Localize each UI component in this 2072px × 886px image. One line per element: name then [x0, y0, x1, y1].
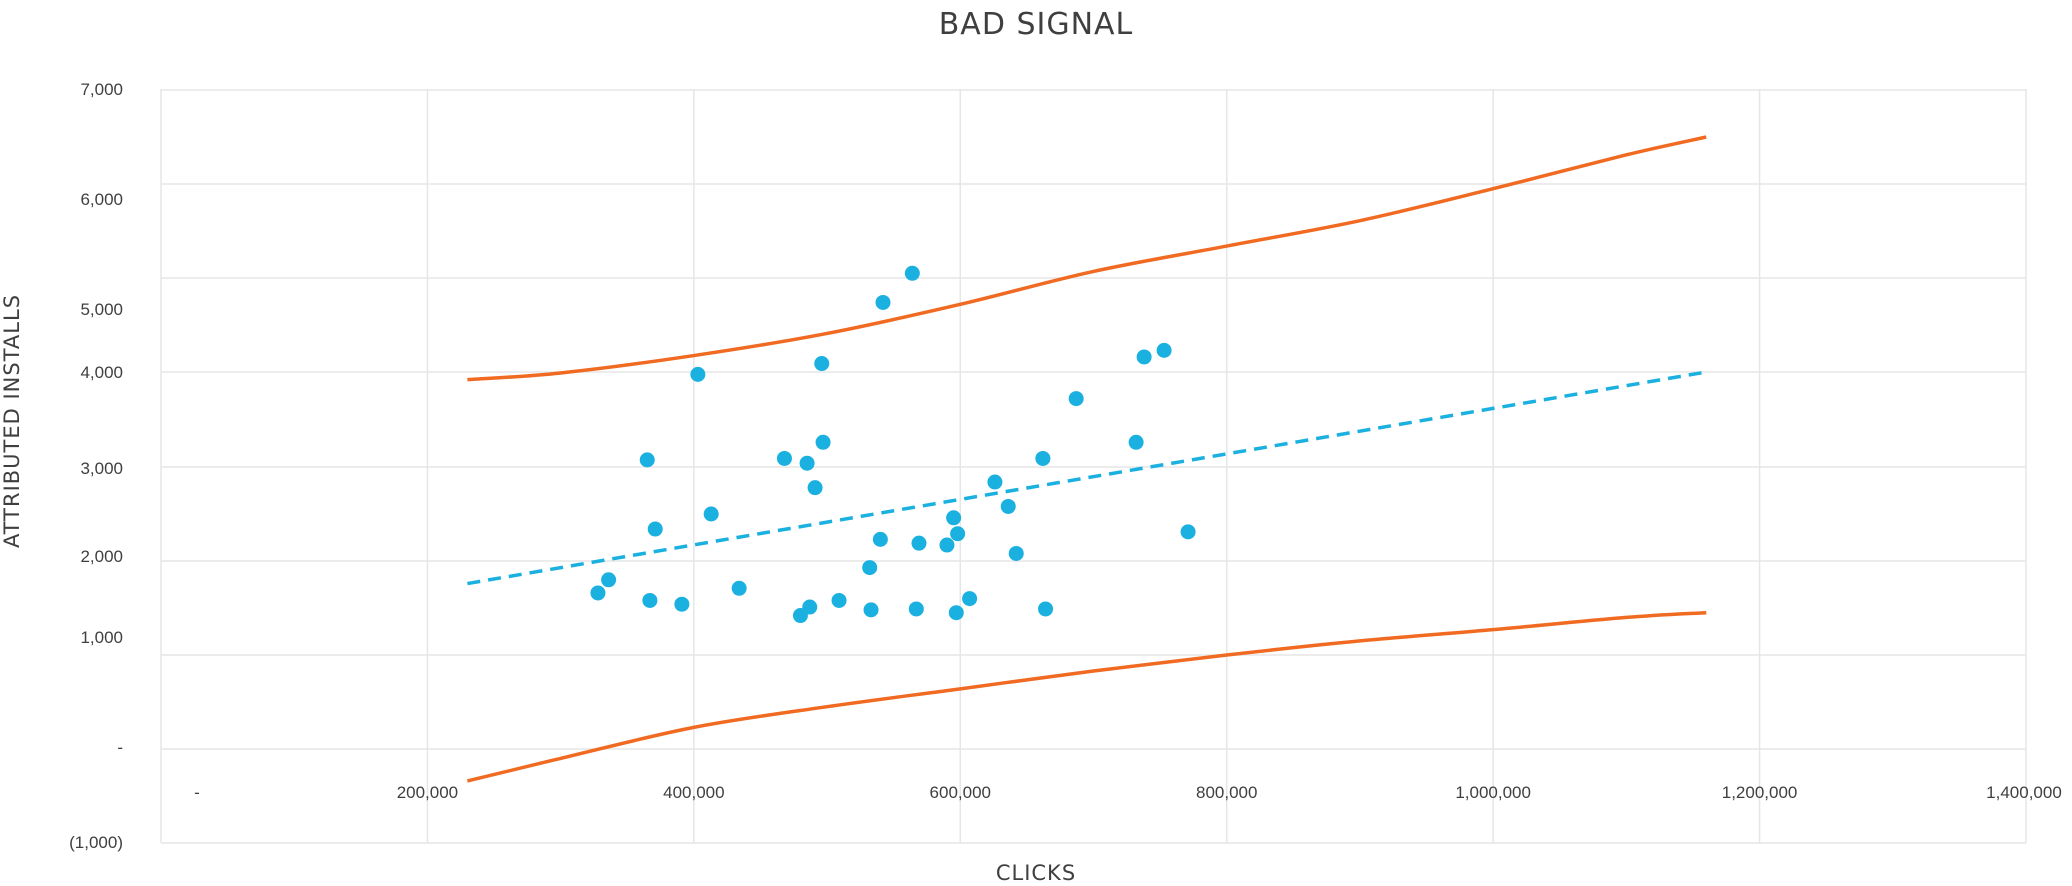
- y-tick-label: 7,000: [80, 80, 123, 99]
- confidence-bounds: [466, 135, 1707, 783]
- data-point: [1156, 342, 1172, 358]
- data-point: [948, 605, 964, 621]
- y-tick-label: 2,000: [80, 547, 123, 566]
- data-point: [863, 602, 879, 618]
- data-point: [731, 580, 747, 596]
- data-point: [703, 506, 719, 522]
- data-point: [904, 265, 920, 281]
- data-point: [601, 572, 617, 588]
- data-point: [590, 585, 606, 601]
- data-point: [1008, 545, 1024, 561]
- x-tick-label: 200,000: [397, 783, 458, 802]
- data-point: [831, 592, 847, 608]
- data-point: [1136, 349, 1152, 365]
- y-axis-ticks: (1,000) - 1,000 2,000 3,000 4,000 5,000 6,000 7,…: [69, 80, 123, 852]
- trend-line-layer: [467, 370, 1707, 586]
- data-point: [875, 294, 891, 310]
- data-point: [1035, 450, 1051, 466]
- y-tick-label: (1,000): [69, 833, 123, 852]
- x-tick-label: 1,200,000: [1722, 783, 1798, 802]
- data-point: [911, 535, 927, 551]
- x-axis-title: CLICKS: [996, 861, 1076, 885]
- y-tick-label: -: [117, 738, 123, 757]
- data-point: [939, 537, 955, 553]
- x-tick-label: 1,000,000: [1455, 783, 1531, 802]
- data-point: [962, 591, 978, 607]
- x-tick-label: 1,400,000: [1986, 783, 2062, 802]
- data-point: [807, 480, 823, 496]
- y-axis-title: ATTRIBUTED INSTALLS: [0, 294, 24, 548]
- data-point: [1038, 601, 1054, 617]
- data-point: [802, 599, 818, 615]
- upper-bound-line: [467, 135, 1707, 382]
- data-point: [815, 434, 831, 450]
- trend-line: [467, 370, 1707, 586]
- data-point: [799, 455, 815, 471]
- data-point: [1000, 498, 1016, 514]
- x-tick-label: -: [194, 783, 200, 802]
- data-points: [590, 265, 1196, 624]
- data-point: [1128, 434, 1144, 450]
- grid-lines: [160, 89, 2027, 844]
- data-point: [690, 366, 706, 382]
- y-tick-label: 4,000: [80, 363, 123, 382]
- y-tick-label: 6,000: [80, 190, 123, 209]
- data-point: [1180, 524, 1196, 540]
- x-tick-label: 400,000: [663, 783, 724, 802]
- lower-bound-line: [466, 610, 1707, 783]
- chart-title: BAD SIGNAL: [939, 7, 1134, 42]
- data-point: [814, 356, 830, 372]
- data-point: [872, 531, 888, 547]
- x-tick-label: 800,000: [1196, 783, 1257, 802]
- y-tick-label: 1,000: [80, 628, 123, 647]
- data-point: [642, 592, 658, 608]
- x-tick-label: 600,000: [930, 783, 991, 802]
- data-point: [647, 521, 663, 537]
- data-point: [639, 452, 655, 468]
- y-tick-label: 3,000: [80, 459, 123, 478]
- data-point: [908, 601, 924, 617]
- data-point: [1068, 391, 1084, 407]
- data-point: [776, 450, 792, 466]
- data-point: [862, 560, 878, 576]
- data-point: [950, 526, 966, 542]
- x-axis-ticks: - 200,000 400,000 600,000 800,000 1,000,000 1,…: [194, 783, 2062, 802]
- y-tick-label: 5,000: [80, 300, 123, 319]
- data-point: [987, 474, 1003, 490]
- data-point: [946, 510, 962, 526]
- data-point: [674, 596, 690, 612]
